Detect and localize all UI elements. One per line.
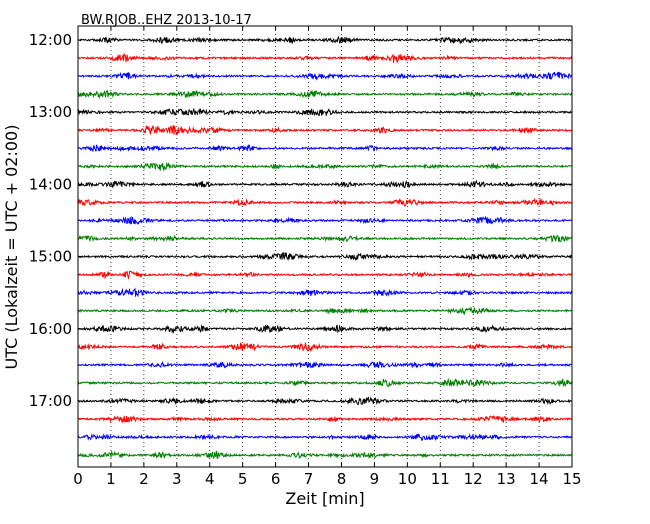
x-tick-label: 2 bbox=[139, 470, 149, 488]
y-axis-label: UTC (Lokalzeit = UTC + 02:00) bbox=[2, 125, 21, 370]
y-tick-label: 14:00 bbox=[29, 175, 72, 193]
seismogram-trace bbox=[77, 450, 572, 460]
seismogram-trace bbox=[77, 125, 573, 136]
x-tick-label: 8 bbox=[337, 470, 347, 488]
x-tick-label: 14 bbox=[530, 470, 549, 488]
x-tick-label: 9 bbox=[370, 470, 380, 488]
x-tick-label: 1 bbox=[106, 470, 116, 488]
y-tick-label: 12:00 bbox=[29, 31, 72, 49]
x-tick-layer: 0 1 2 3 4 5 6 7 8 9 10 11 12 13 14 15 bbox=[73, 26, 582, 488]
seismogram-trace bbox=[77, 287, 573, 298]
seismogram-trace bbox=[77, 432, 573, 442]
y-tick-layer: 12:00 13:00 14:00 15:00 16:00 17:00 bbox=[29, 31, 572, 410]
seismogram-trace bbox=[77, 179, 572, 189]
x-tick-label: 3 bbox=[172, 470, 182, 488]
y-tick-label: 16:00 bbox=[29, 320, 72, 338]
x-tick-label: 4 bbox=[205, 470, 215, 488]
seismogram-trace bbox=[77, 324, 573, 334]
seismogram-trace bbox=[77, 144, 573, 152]
x-axis-label: Zeit [min] bbox=[285, 489, 364, 508]
seismogram-trace bbox=[77, 251, 573, 262]
seismogram-trace bbox=[77, 35, 572, 45]
y-tick-label: 17:00 bbox=[29, 392, 72, 410]
seismogram-trace bbox=[77, 342, 573, 353]
seismogram-trace bbox=[77, 377, 573, 388]
x-tick-label: 12 bbox=[464, 470, 483, 488]
x-tick-label: 11 bbox=[431, 470, 450, 488]
chart-title: BW.RJOB..EHZ 2013-10-17 bbox=[81, 13, 252, 28]
x-tick-label: 15 bbox=[562, 470, 581, 488]
seismogram-trace bbox=[77, 71, 572, 81]
seismogram-trace bbox=[77, 396, 572, 406]
seismogram-trace bbox=[77, 234, 572, 244]
seismogram-trace bbox=[77, 215, 573, 225]
y-tick-label: 13:00 bbox=[29, 103, 72, 121]
plot-frame bbox=[77, 25, 573, 468]
seismogram-trace bbox=[77, 52, 573, 64]
x-tick-label: 7 bbox=[304, 470, 314, 488]
seismogram-trace bbox=[77, 89, 573, 99]
x-tick-label: 5 bbox=[238, 470, 248, 488]
x-tick-label: 6 bbox=[271, 470, 281, 488]
x-tick-label: 10 bbox=[398, 470, 417, 488]
y-tick-label: 15:00 bbox=[29, 248, 72, 266]
grid-layer bbox=[110, 26, 540, 467]
x-tick-label: 13 bbox=[497, 470, 516, 488]
seismogram-trace bbox=[77, 161, 572, 172]
seismogram-trace bbox=[77, 270, 573, 280]
seismogram-trace bbox=[77, 360, 572, 369]
seismogram-trace bbox=[77, 306, 572, 316]
seismogram-trace bbox=[77, 197, 573, 207]
seismogram-trace bbox=[77, 107, 573, 117]
trace-layer bbox=[77, 35, 573, 460]
x-tick-label: 0 bbox=[73, 470, 83, 488]
seismogram-trace bbox=[77, 414, 573, 424]
